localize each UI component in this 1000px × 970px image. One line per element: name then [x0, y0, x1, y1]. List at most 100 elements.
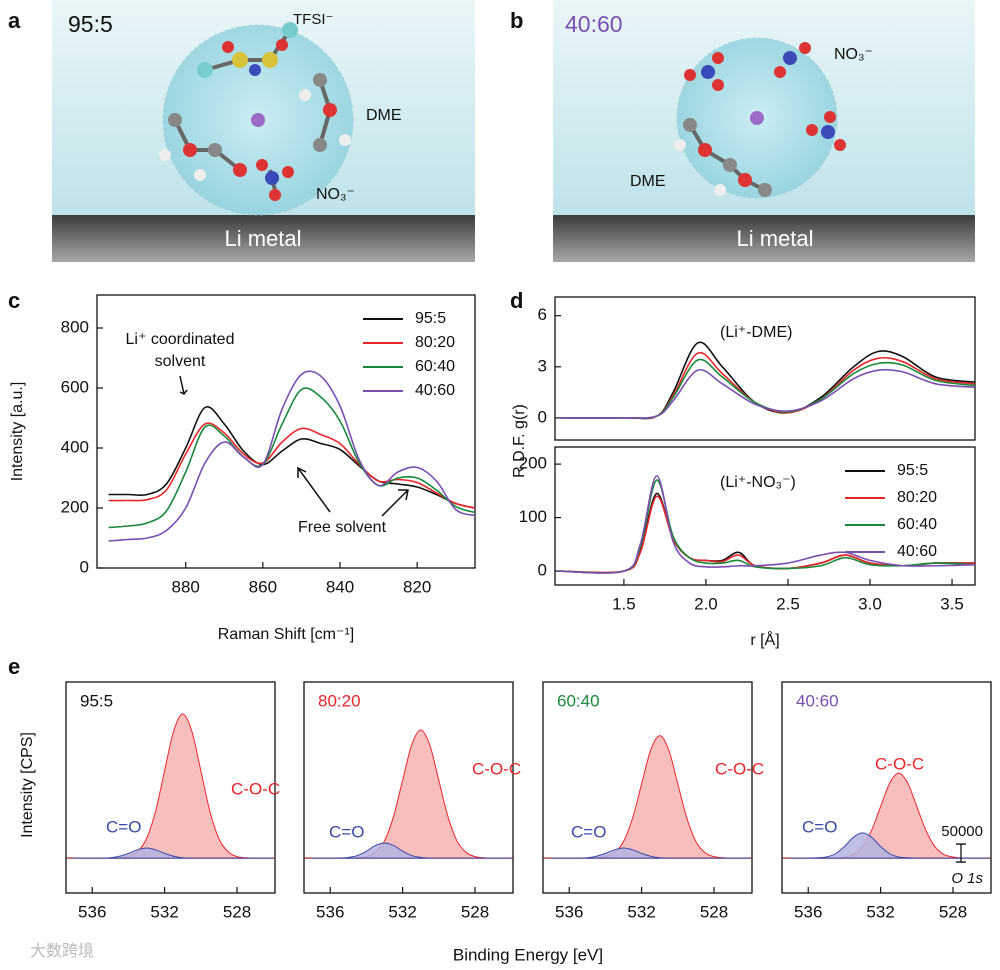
- y-axis-label: Intensity [a.u.]: [9, 382, 26, 482]
- series-label: C-O-C: [231, 779, 280, 798]
- y-axis-label: Intensity [CPS]: [19, 732, 36, 838]
- x-tick-label: 528: [939, 902, 967, 921]
- plot-frame: [65, 681, 276, 894]
- y-tick-label: 100: [519, 507, 547, 526]
- substrate: Li metal: [224, 226, 301, 251]
- x-axis-label: r [Å]: [750, 630, 779, 649]
- y-tick-label: 3: [538, 356, 547, 375]
- plot-frame: [781, 681, 992, 894]
- legend-label: 60:40: [415, 358, 455, 375]
- x-tick-label: 2.5: [776, 594, 800, 613]
- y-tick-label: 400: [61, 437, 89, 456]
- plot-frame: [554, 446, 976, 586]
- y-tick-label: 6: [538, 305, 547, 324]
- legend-label: 80:20: [897, 489, 937, 506]
- series-label: C-O-C: [472, 759, 521, 778]
- annotation: Li⁺ coordinated: [126, 331, 235, 348]
- label: DME: [366, 107, 402, 124]
- component-area: [790, 772, 990, 859]
- series-line: [558, 495, 975, 574]
- x-tick-label: 532: [627, 902, 655, 921]
- label: TFSI⁻: [293, 11, 333, 28]
- ratio: 95:5: [68, 11, 113, 37]
- legend-label: 80:20: [415, 334, 455, 351]
- x-tick-label: 880: [172, 577, 200, 596]
- panel-label: d: [510, 288, 523, 313]
- x-tick-label: 536: [794, 902, 822, 921]
- series-line: [108, 370, 475, 542]
- panel-label: a: [8, 8, 21, 33]
- x-tick-label: 536: [78, 902, 106, 921]
- x-axis-label: Raman Shift [cm⁻¹]: [218, 626, 354, 643]
- label: DME: [630, 173, 666, 190]
- y-axis-label: R.D.F. g(r): [511, 404, 528, 478]
- arrow: [381, 489, 409, 517]
- y-tick-label: 200: [61, 497, 89, 516]
- series-label: C=O: [802, 817, 837, 836]
- legend-label: 60:40: [897, 516, 937, 533]
- legend-label: 40:60: [415, 382, 455, 399]
- arrow: [297, 466, 331, 513]
- x-tick-label: 3.5: [940, 594, 964, 613]
- panel-label: b: [510, 8, 523, 33]
- x-tick-label: 536: [316, 902, 344, 921]
- series-label: C=O: [571, 822, 606, 841]
- x-tick-label: 532: [866, 902, 894, 921]
- plot-frame: [303, 681, 514, 894]
- annotation: O 1s: [951, 870, 983, 887]
- component-area: [74, 847, 274, 859]
- y-tick-label: 600: [61, 377, 89, 396]
- arrow: [179, 375, 188, 395]
- x-tick-label: 1.5: [612, 594, 636, 613]
- y-tick-label: 800: [61, 317, 89, 336]
- label: NO₃⁻: [834, 46, 873, 63]
- scale-bar: [956, 843, 966, 863]
- x-tick-label: 840: [326, 577, 354, 596]
- series-line: [558, 475, 975, 574]
- legend-label: 95:5: [897, 462, 928, 479]
- subplot-label: 95:5: [80, 691, 113, 710]
- series-label: C-O-C: [715, 759, 764, 778]
- subplot-label: 80:20: [318, 691, 361, 710]
- illustration-b: 40:60 NO₃⁻ DME Li metal: [553, 0, 975, 262]
- x-tick-label: 528: [700, 902, 728, 921]
- series-label: C=O: [329, 822, 364, 841]
- x-tick-label: 860: [249, 577, 277, 596]
- ratio: 40:60: [565, 11, 623, 37]
- series-line: [108, 387, 475, 529]
- annotation: (Li⁺-NO₃⁻): [720, 474, 796, 491]
- component-area: [551, 847, 751, 859]
- x-tick-label: 3.0: [858, 594, 882, 613]
- component-area: [790, 832, 990, 859]
- series-label: C=O: [106, 817, 141, 836]
- watermark: 大数跨境: [30, 941, 94, 960]
- plot-frame: [554, 296, 976, 441]
- label: NO₃⁻: [316, 186, 355, 203]
- legend-label: 40:60: [897, 543, 937, 560]
- plot-frame: [96, 294, 476, 569]
- series-label: C-O-C: [875, 754, 924, 773]
- y-tick-label: 200: [519, 454, 547, 473]
- series-line: [108, 422, 475, 509]
- component-area: [312, 842, 512, 859]
- y-tick-label: 0: [538, 407, 547, 426]
- x-tick-label: 528: [461, 902, 489, 921]
- annotation: (Li⁺-DME): [720, 324, 792, 341]
- annotation: solvent: [155, 353, 206, 370]
- legend-label: 95:5: [415, 310, 446, 327]
- x-tick-label: 536: [555, 902, 583, 921]
- annotation: Free solvent: [298, 519, 387, 536]
- series-line: [558, 368, 975, 419]
- series-line: [108, 405, 475, 509]
- x-axis-label: Binding Energy [eV]: [453, 945, 603, 964]
- subplot-label: 60:40: [557, 691, 600, 710]
- substrate: Li metal: [736, 226, 813, 251]
- y-tick-label: 0: [538, 561, 547, 580]
- x-tick-label: 532: [150, 902, 178, 921]
- subplot-label: 40:60: [796, 691, 839, 710]
- illustration-a: 95:5 TFSI⁻ DME NO₃⁻ Li metal: [52, 0, 475, 262]
- panel-label: e: [8, 654, 20, 679]
- x-tick-label: 2.0: [694, 594, 718, 613]
- x-tick-label: 820: [403, 577, 431, 596]
